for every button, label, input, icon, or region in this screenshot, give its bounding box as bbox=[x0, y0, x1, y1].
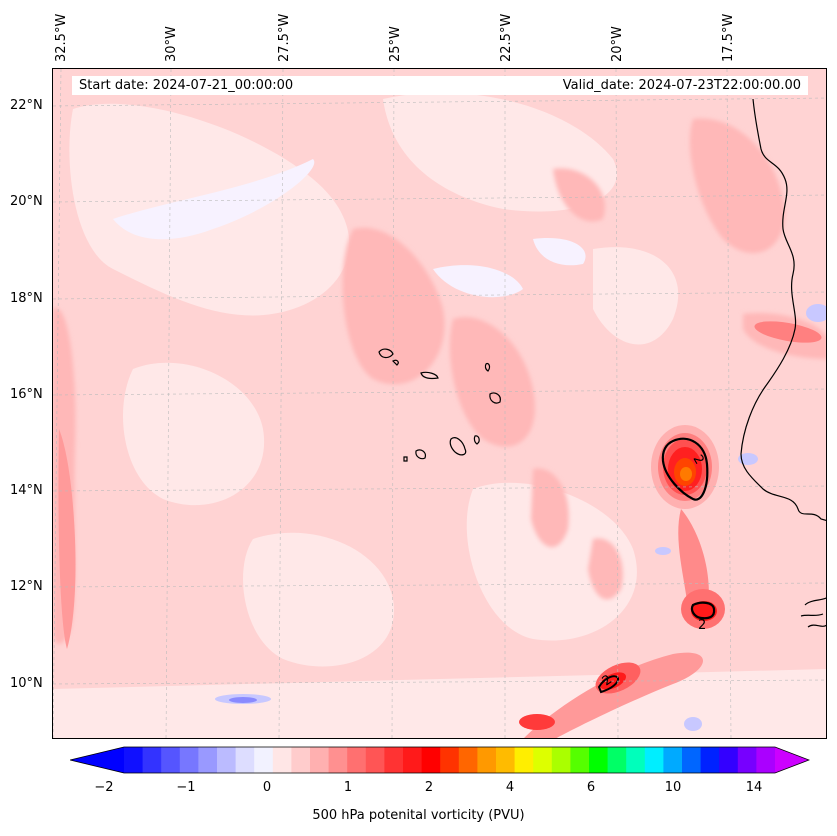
colorbar-swatch bbox=[403, 747, 423, 773]
colorbar-swatch bbox=[328, 747, 348, 773]
lat-label-18n: 18°N bbox=[10, 291, 43, 306]
lon-label-22-5w: 22.5°W bbox=[499, 13, 514, 62]
guinea-bissau-coast bbox=[800, 597, 826, 628]
colorbar-swatch bbox=[477, 747, 497, 773]
colorbar-swatch bbox=[719, 747, 739, 773]
colorbar-swatch bbox=[291, 747, 311, 773]
colorbar-swatch bbox=[682, 747, 702, 773]
colorbar-tick-14: 14 bbox=[745, 780, 763, 795]
colorbar-outline bbox=[70, 746, 810, 774]
lon-label-27-5w: 27.5°W bbox=[277, 13, 292, 62]
colorbar-swatch bbox=[551, 747, 571, 773]
lat-label-20n: 20°N bbox=[10, 194, 43, 209]
colorbar-swatch bbox=[756, 747, 776, 773]
colorbar-swatch bbox=[235, 747, 255, 773]
lat-label-12n: 12°N bbox=[10, 579, 43, 594]
colorbar-tick-neg2: −2 bbox=[94, 780, 114, 795]
colorbar-swatch bbox=[570, 747, 590, 773]
colorbar-over-arrow bbox=[775, 747, 809, 773]
lon-label-32-5w: 32.5°W bbox=[54, 13, 69, 62]
colorbar-tick-2: 2 bbox=[424, 780, 434, 795]
colorbar-swatch bbox=[421, 747, 441, 773]
contour-label-south: 2 bbox=[698, 618, 706, 633]
colorbar-swatch bbox=[458, 747, 478, 773]
lat-label-10n: 10°N bbox=[10, 676, 43, 691]
colorbar-tick-1: 1 bbox=[343, 780, 353, 795]
colorbar-swatch bbox=[384, 747, 404, 773]
vortex-north bbox=[651, 425, 719, 509]
africa-coastline bbox=[740, 98, 826, 522]
southeast-band bbox=[519, 652, 703, 738]
cape-verde-islands bbox=[378, 348, 501, 462]
west-stripe bbox=[58, 429, 76, 649]
near-zero-regions bbox=[113, 159, 586, 298]
east-streak bbox=[754, 321, 822, 343]
colorbar-swatch bbox=[310, 747, 330, 773]
pv-field-map: 2 2 2 bbox=[53, 69, 826, 738]
colorbar-swatch bbox=[161, 747, 181, 773]
lon-label-20w: 20°W bbox=[610, 26, 625, 62]
lon-label-30w: 30°W bbox=[164, 26, 179, 62]
colorbar-tick-0: 0 bbox=[262, 780, 272, 795]
colorbar-swatch bbox=[737, 747, 757, 773]
graticule bbox=[53, 69, 826, 738]
colorbar-tick-4: 4 bbox=[505, 780, 515, 795]
colorbar-swatch bbox=[440, 747, 460, 773]
colorbar-swatch bbox=[700, 747, 720, 773]
colorbar-tick-6: 6 bbox=[586, 780, 596, 795]
colorbar-swatch bbox=[607, 747, 627, 773]
colorbar-swatch bbox=[514, 747, 534, 773]
colorbar-under-arrow bbox=[70, 747, 124, 773]
lat-label-22n: 22°N bbox=[10, 98, 43, 113]
colorbar-label: 500 hPa potenital vorticity (PVU) bbox=[312, 808, 525, 823]
lat-label-14n: 14°N bbox=[10, 483, 43, 498]
colorbar-swatch bbox=[644, 747, 664, 773]
colorbar-swatch bbox=[663, 747, 683, 773]
colorbar-swatch bbox=[347, 747, 367, 773]
lat-label-16n: 16°N bbox=[10, 387, 43, 402]
lon-label-25w: 25°W bbox=[388, 26, 403, 62]
negative-core bbox=[229, 697, 257, 703]
colorbar-swatch bbox=[272, 747, 292, 773]
colorbar-tick-neg1: −1 bbox=[176, 780, 196, 795]
colorbar-swatch bbox=[589, 747, 609, 773]
vortex-south bbox=[681, 589, 725, 629]
colorbar-swatch bbox=[198, 747, 218, 773]
lon-label-17-5w: 17.5°W bbox=[721, 13, 736, 62]
colorbar-swatch bbox=[365, 747, 385, 773]
map-panel: 2 2 2 bbox=[52, 68, 827, 739]
colorbar-swatch bbox=[142, 747, 162, 773]
colorbar-swatch bbox=[124, 747, 144, 773]
valid-date-text: Valid_date: 2024-07-23T22:00:00.00 bbox=[562, 78, 801, 93]
start-date-text: Start date: 2024-07-21_00:00:00 bbox=[79, 78, 294, 93]
colorbar-swatch bbox=[496, 747, 516, 773]
date-banner: Start date: 2024-07-21_00:00:00 Valid_da… bbox=[72, 76, 808, 95]
colorbar-swatch bbox=[179, 747, 199, 773]
colorbar-swatch bbox=[254, 747, 274, 773]
colorbar bbox=[70, 746, 810, 774]
colorbar-swatch bbox=[533, 747, 553, 773]
colorbar-swatch bbox=[217, 747, 237, 773]
colorbar-tick-10: 10 bbox=[664, 780, 682, 795]
colorbar-swatch bbox=[626, 747, 646, 773]
